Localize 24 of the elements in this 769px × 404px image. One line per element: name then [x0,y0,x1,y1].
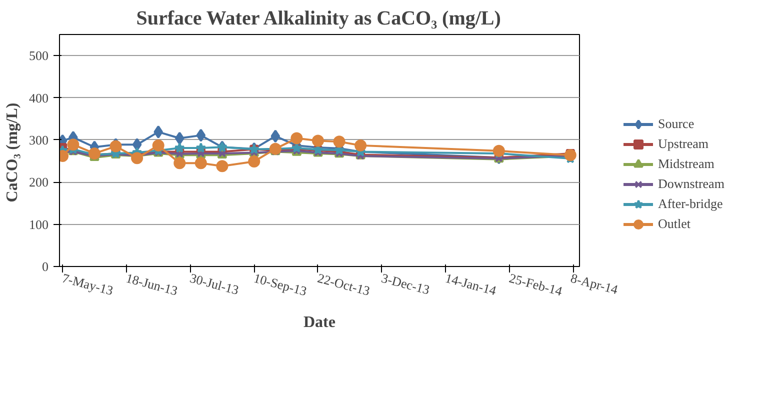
y-tick-label: 100 [29,216,48,232]
legend-label: Source [658,116,694,132]
y-tick-label: 400 [29,90,48,106]
x-axis-title: Date [304,314,336,331]
x-tick-label: 14-Jan-14 [444,270,498,298]
x-tick-label: 25-Feb-14 [508,270,564,299]
legend-label: Upstream [658,136,709,152]
x-tick-label: 18-Jun-13 [124,270,180,298]
x-tick-label: 8-Apr-14 [569,270,620,298]
x-tick-label: 3-Dec-13 [380,270,432,298]
legend-label: Outlet [658,216,690,232]
legend-label: Downstream [658,176,724,192]
legend-label: Midstream [658,156,714,172]
x-tick-label: 7-May-13 [60,270,115,298]
x-tick-label: 10-Sep-13 [252,270,308,299]
x-tick-label: 22-Oct-13 [316,270,372,298]
y-axis-title: CaCO₃ (mg/L) [4,102,21,202]
chart-title: Surface Water Alkalinity as CaCO₃ (mg/L) [136,8,501,30]
legend-label: After-bridge [658,196,723,212]
y-tick-label: 0 [42,259,48,274]
y-tick-label: 500 [29,48,48,64]
y-tick-label: 300 [29,132,48,148]
x-tick-label: 30-Jul-13 [188,270,240,298]
y-tick-label: 200 [29,174,48,190]
